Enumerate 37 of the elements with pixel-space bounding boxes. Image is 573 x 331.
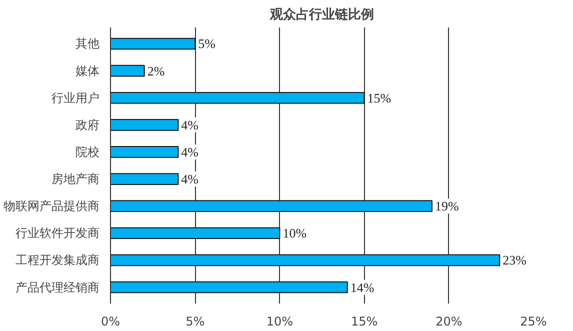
data-label: 5%: [198, 36, 216, 52]
bar: [110, 173, 179, 185]
x-tick-label: 15%: [350, 314, 378, 328]
bar: [110, 227, 280, 240]
data-label: 2%: [147, 63, 165, 78]
bar: [110, 254, 500, 266]
y-tick-label: 物联网产品提供商: [4, 199, 100, 214]
y-tick-label: 行业软件开发商: [16, 226, 100, 240]
chart-title: 观众占行业链比例: [269, 8, 374, 22]
x-tick-label: 25%: [520, 314, 547, 328]
bar: [110, 38, 196, 50]
data-label: 15%: [367, 90, 392, 106]
data-label: 4%: [181, 172, 199, 187]
bar: [110, 281, 348, 294]
data-label: 10%: [282, 226, 307, 241]
y-tick-label: 院校: [76, 144, 100, 159]
x-tick-label: 20%: [436, 314, 462, 328]
x-tick-label: 10%: [266, 314, 294, 328]
y-tick-label: 房地产商: [52, 172, 100, 186]
y-tick-label: 产品代理经销商: [16, 280, 100, 294]
bar: [110, 119, 179, 131]
y-tick-label: 行业用户: [52, 90, 100, 105]
data-label: 14%: [350, 280, 374, 295]
y-tick-label: 媒体: [76, 64, 100, 78]
y-tick-label: 工程开发集成商: [16, 253, 100, 268]
data-label: 4%: [181, 117, 199, 132]
bar: [110, 200, 432, 212]
x-tick-label: 0%: [100, 314, 120, 328]
data-label: 19%: [434, 198, 459, 214]
x-tick-label: 5%: [186, 314, 205, 328]
bar: [110, 146, 179, 158]
y-tick-label: 其他: [76, 36, 100, 51]
y-tick-label: 政府: [76, 118, 100, 132]
bar: [110, 64, 145, 77]
data-label: 4%: [181, 144, 199, 160]
data-label: 23%: [502, 252, 527, 268]
bar: [110, 92, 365, 104]
